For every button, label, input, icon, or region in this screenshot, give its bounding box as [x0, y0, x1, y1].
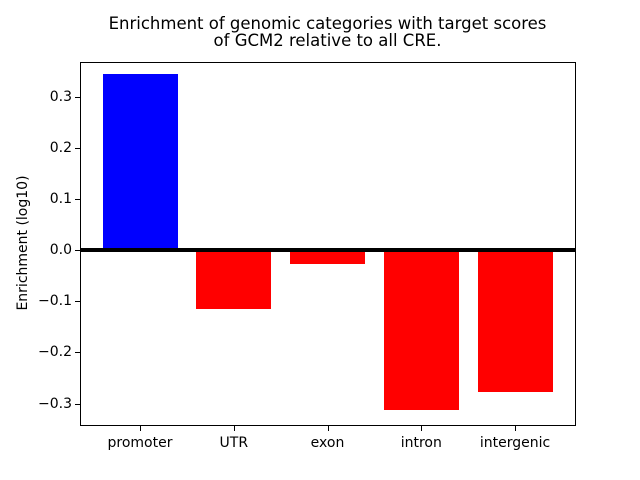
y-tick-label: −0.1: [38, 293, 72, 310]
y-tick-mark: [75, 250, 80, 252]
bar-intergenic: [477, 250, 553, 393]
x-tick-label-intron: intron: [400, 435, 442, 451]
y-tick-label: 0.3: [49, 88, 72, 105]
bar-UTR: [196, 250, 272, 309]
x-tick-label-promoter: promoter: [107, 435, 173, 451]
x-tick-mark: [327, 426, 329, 431]
x-tick-mark: [515, 426, 516, 431]
bar-intron: [383, 250, 459, 410]
y-tick-mark: [75, 96, 80, 98]
x-tick-label-UTR: UTR: [219, 435, 249, 451]
y-tick-mark: [75, 301, 80, 303]
x-tick-label-intergenic: intergenic: [479, 435, 551, 451]
y-tick-label: 0.1: [49, 191, 72, 207]
zero-baseline: [80, 248, 575, 253]
x-tick-mark: [233, 426, 235, 431]
x-tick-mark: [140, 426, 141, 431]
bar-exon: [290, 250, 365, 265]
y-tick-label: 0.2: [49, 139, 72, 156]
y-tick-label: −0.2: [38, 344, 72, 361]
x-tick-label-exon: exon: [310, 435, 345, 451]
chart-title: Enrichment of genomic categories with ta…: [80, 14, 575, 50]
y-tick-mark: [75, 352, 80, 354]
y-tick-mark: [75, 403, 80, 405]
chart-title-line-2: of GCM2 relative to all CRE.: [213, 30, 442, 50]
y-tick-mark: [75, 199, 80, 200]
y-tick-mark: [75, 147, 80, 149]
bar-promoter: [102, 73, 178, 251]
x-tick-mark: [421, 426, 423, 431]
chart-title-line-1: Enrichment of genomic categories with ta…: [108, 14, 547, 33]
y-tick-label: 0.0: [49, 242, 72, 259]
y-tick-label: −0.3: [38, 395, 72, 412]
